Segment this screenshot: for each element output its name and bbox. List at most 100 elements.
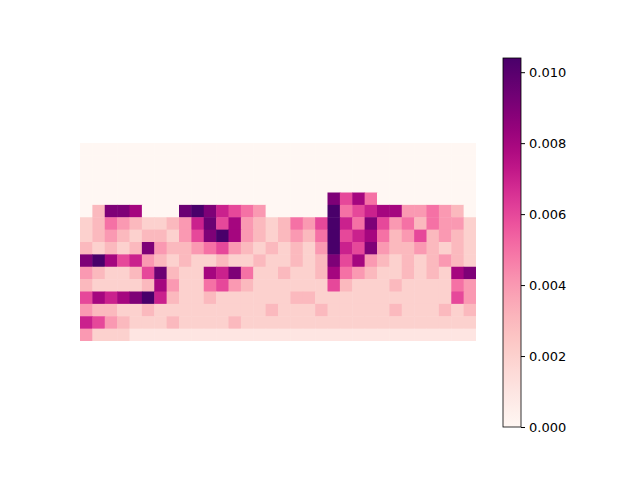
- heatmap-cell: [117, 292, 130, 305]
- heatmap-cell: [241, 143, 254, 156]
- heatmap-cell: [253, 316, 266, 329]
- heatmap-cell: [451, 180, 464, 193]
- heatmap-cell: [377, 292, 390, 305]
- heatmap-cell: [179, 254, 192, 267]
- heatmap-cell: [389, 193, 402, 206]
- colorbar-tick: 0.010: [521, 65, 566, 80]
- heatmap-cell: [365, 304, 378, 317]
- heatmap-cell: [365, 205, 378, 218]
- heatmap-cell: [451, 242, 464, 255]
- heatmap-cell: [427, 193, 440, 206]
- heatmap-cell: [241, 205, 254, 218]
- heatmap-cell: [352, 254, 365, 267]
- heatmap-cell: [315, 304, 328, 317]
- heatmap-cell: [414, 292, 427, 305]
- heatmap-cell: [377, 254, 390, 267]
- heatmap-cell: [179, 279, 192, 292]
- heatmap-cell: [191, 205, 204, 218]
- heatmap-cell: [253, 180, 266, 193]
- heatmap-cell: [229, 180, 242, 193]
- heatmap-cell: [377, 329, 390, 341]
- heatmap-cell: [216, 180, 229, 193]
- heatmap-cell: [389, 254, 402, 267]
- heatmap-cell: [117, 155, 130, 168]
- heatmap-cell: [290, 242, 303, 255]
- heatmap-cell: [352, 217, 365, 230]
- heatmap-cell: [402, 168, 415, 181]
- heatmap-cell: [179, 329, 192, 341]
- heatmap-cell: [340, 217, 353, 230]
- heatmap-cell: [266, 230, 279, 243]
- heatmap-cell: [278, 193, 291, 206]
- heatmap-cell: [402, 267, 415, 280]
- heatmap-cell: [439, 180, 452, 193]
- heatmap-cell: [179, 168, 192, 181]
- heatmap-cell: [92, 292, 105, 305]
- heatmap-cell: [142, 304, 155, 317]
- heatmap-cell: [377, 230, 390, 243]
- heatmap-cell: [130, 168, 143, 181]
- heatmap-cell: [377, 143, 390, 156]
- heatmap-cell: [464, 316, 476, 329]
- heatmap-cell: [229, 143, 242, 156]
- heatmap-cell: [290, 217, 303, 230]
- colorbar-tick-mark: [521, 72, 525, 73]
- heatmap-cell: [80, 155, 93, 168]
- heatmap-cell: [389, 267, 402, 280]
- heatmap-cell: [191, 230, 204, 243]
- heatmap-cell: [414, 242, 427, 255]
- heatmap-cell: [290, 316, 303, 329]
- heatmap-cell: [328, 217, 341, 230]
- heatmap-cell: [328, 279, 341, 292]
- heatmap-cell: [241, 242, 254, 255]
- heatmap-cell: [204, 217, 217, 230]
- heatmap-cell: [427, 254, 440, 267]
- heatmap-cell: [402, 242, 415, 255]
- heatmap-cell: [389, 304, 402, 317]
- heatmap-cell: [439, 242, 452, 255]
- heatmap-cell: [427, 267, 440, 280]
- heatmap-cell: [80, 205, 93, 218]
- heatmap-cell: [340, 143, 353, 156]
- heatmap-cell: [253, 205, 266, 218]
- heatmap-cell: [451, 143, 464, 156]
- heatmap-cell: [92, 143, 105, 156]
- heatmap-cell: [328, 180, 341, 193]
- heatmap-cell: [439, 254, 452, 267]
- heatmap-cell: [117, 193, 130, 206]
- heatmap-cell: [290, 143, 303, 156]
- heatmap-cell: [290, 193, 303, 206]
- colorbar-tick-label: 0.000: [529, 420, 566, 435]
- heatmap-cell: [464, 242, 476, 255]
- heatmap-cell: [253, 279, 266, 292]
- colorbar-tick: 0.000: [521, 420, 566, 435]
- heatmap-cell: [340, 168, 353, 181]
- heatmap-cell: [142, 242, 155, 255]
- heatmap-cell: [315, 205, 328, 218]
- heatmap-cell: [464, 217, 476, 230]
- heatmap-cell: [377, 316, 390, 329]
- heatmap-cell: [117, 180, 130, 193]
- heatmap-cell: [427, 292, 440, 305]
- heatmap-cell: [154, 316, 167, 329]
- heatmap-cell: [204, 304, 217, 317]
- heatmap-cell: [130, 267, 143, 280]
- heatmap-cell: [290, 230, 303, 243]
- heatmap-cell: [315, 217, 328, 230]
- heatmap-cell: [352, 168, 365, 181]
- heatmap-cell: [303, 230, 316, 243]
- heatmap-cell: [352, 279, 365, 292]
- heatmap-cell: [105, 254, 118, 267]
- heatmap-cell: [142, 316, 155, 329]
- heatmap-cell: [229, 168, 242, 181]
- heatmap-cell: [142, 193, 155, 206]
- heatmap-cell: [389, 217, 402, 230]
- heatmap-cell: [315, 329, 328, 341]
- colorbar-tick-label: 0.002: [529, 349, 566, 364]
- heatmap-cell: [451, 193, 464, 206]
- heatmap-cell: [328, 143, 341, 156]
- colorbar: 0.0000.0020.0040.0060.0080.010: [503, 58, 566, 435]
- heatmap-cell: [92, 168, 105, 181]
- heatmap-cell: [328, 267, 341, 280]
- heatmap-cell: [229, 242, 242, 255]
